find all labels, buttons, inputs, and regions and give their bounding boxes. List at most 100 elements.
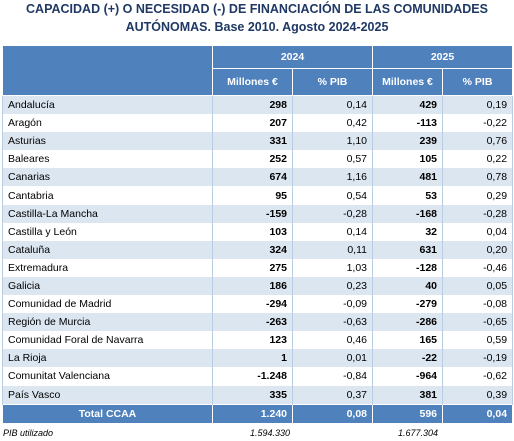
total-value: 0,08 xyxy=(291,403,374,424)
cell-value: -286 xyxy=(372,313,444,332)
cell-value: 0,57 xyxy=(291,150,374,169)
table-row: Castilla y León 103 0,14 32 0,04 xyxy=(2,222,514,241)
table-row: Cantabria 95 0,54 53 0,29 xyxy=(2,186,514,205)
year-header: 2025 xyxy=(372,45,514,69)
cell-value: 186 xyxy=(212,276,293,296)
cell-value: -128 xyxy=(372,258,444,277)
column-header: % PIB xyxy=(291,68,374,96)
cell-value: -22 xyxy=(372,349,444,368)
cell-value: 481 xyxy=(372,168,444,187)
cell-value: 0,29 xyxy=(442,186,514,205)
cell-value: 0,22 xyxy=(442,150,514,169)
total-row: Total CCAA 1.240 0,08 596 0,04 xyxy=(2,403,514,424)
cell-value: 0,23 xyxy=(291,276,374,296)
cell-value: 239 xyxy=(372,132,444,151)
table-row: País Vasco 335 0,37 381 0,39 xyxy=(2,385,514,405)
cell-value: 0,59 xyxy=(442,331,514,350)
region-name: Cantabria xyxy=(2,186,213,205)
cell-value: 0,42 xyxy=(291,114,374,133)
region-name: Comunidad de Madrid xyxy=(2,295,213,314)
cell-value: 331 xyxy=(212,132,293,151)
cell-value: 335 xyxy=(212,385,293,405)
region-name: País Vasco xyxy=(2,385,213,405)
cell-value: 0,46 xyxy=(291,331,374,350)
table-row: Castilla-La Mancha -159 -0,28 -168 -0,28 xyxy=(2,204,514,223)
table-row: Asturias 331 1,10 239 0,76 xyxy=(2,132,514,151)
cell-value: -113 xyxy=(372,114,444,133)
cell-value: 252 xyxy=(212,150,293,169)
table-row: Andalucía 298 0,14 429 0,19 xyxy=(2,95,514,115)
cell-value: -0,65 xyxy=(442,313,514,332)
cell-value: -279 xyxy=(372,295,444,314)
cell-value: 1,03 xyxy=(291,258,374,277)
cell-value: 0,39 xyxy=(442,385,514,405)
region-name: Asturias xyxy=(2,132,213,151)
region-name: Andalucía xyxy=(2,95,213,115)
region-name: Región de Murcia xyxy=(2,313,213,332)
region-name: Castilla y León xyxy=(2,222,213,241)
cell-value: -0,28 xyxy=(291,204,374,223)
cell-value: 275 xyxy=(212,258,293,277)
cell-value: 429 xyxy=(372,95,444,115)
cell-value: -1.248 xyxy=(212,367,293,386)
cell-value: -168 xyxy=(372,204,444,223)
cell-value: -0,62 xyxy=(442,367,514,386)
table-row: Extremadura 275 1,03 -128 -0,46 xyxy=(2,258,514,277)
cell-value: 1,16 xyxy=(291,168,374,187)
region-name: Comunidad Foral de Navarra xyxy=(2,331,213,350)
column-header: Millones € xyxy=(212,68,293,96)
year-header: 2024 xyxy=(211,45,374,69)
cell-value: 0,19 xyxy=(442,95,514,115)
cell-value: 0,14 xyxy=(291,222,374,241)
total-value: 0,04 xyxy=(442,403,514,424)
cell-value: 0,04 xyxy=(442,222,514,241)
footer-value: 1.677.304 xyxy=(397,428,438,438)
header-blank xyxy=(2,45,213,96)
column-header: Millones € xyxy=(372,68,444,96)
region-name: Comunitat Valenciana xyxy=(2,367,213,386)
footer-value: 1.594.330 xyxy=(249,428,290,438)
cell-value: -0,08 xyxy=(442,295,514,314)
cell-value: 0,14 xyxy=(291,95,374,115)
cell-value: -263 xyxy=(212,313,293,332)
cell-value: 1 xyxy=(212,349,293,368)
cell-value: 207 xyxy=(212,114,293,133)
total-value: 596 xyxy=(372,403,444,424)
column-header: % PIB xyxy=(442,68,514,96)
cell-value: 324 xyxy=(212,240,293,259)
cell-value: 53 xyxy=(372,186,444,205)
region-name: Galicia xyxy=(2,276,213,296)
cell-value: 0,01 xyxy=(291,349,374,368)
cell-value: 298 xyxy=(212,95,293,115)
cell-value: -159 xyxy=(212,204,293,223)
cell-value: -0,84 xyxy=(291,367,374,386)
region-name: La Rioja xyxy=(2,349,213,368)
cell-value: 0,05 xyxy=(442,276,514,296)
cell-value: -0,63 xyxy=(291,313,374,332)
cell-value: 32 xyxy=(372,222,444,241)
cell-value: 0,54 xyxy=(291,186,374,205)
region-name: Baleares xyxy=(2,150,213,169)
total-label: Total CCAA xyxy=(2,403,213,424)
table-row: La Rioja 1 0,01 -22 -0,19 xyxy=(2,349,514,368)
cell-value: 95 xyxy=(212,186,293,205)
data-table: 2024 2025 Millones €% PIB Millones €% PIB… xyxy=(2,45,514,424)
table-row: Comunitat Valenciana -1.248 -0,84 -964 -0,62 xyxy=(2,367,514,386)
region-name: Canarias xyxy=(2,168,213,187)
cell-value: -294 xyxy=(212,295,293,314)
cell-value: 165 xyxy=(372,331,444,350)
table-row: Cataluña 324 0,11 631 0,20 xyxy=(2,240,514,259)
cell-value: 1,10 xyxy=(291,132,374,151)
cell-value: 0,78 xyxy=(442,168,514,187)
table-row: Región de Murcia -263 -0,63 -286 -0,65 xyxy=(2,313,514,332)
table-row: Comunidad Foral de Navarra 123 0,46 165 0,59 xyxy=(2,331,514,350)
cell-value: -0,28 xyxy=(442,204,514,223)
table-row: Comunidad de Madrid -294 -0,09 -279 -0,08 xyxy=(2,295,514,314)
title-line: CAPACIDAD (+) O NECESIDAD (-) DE FINANCI… xyxy=(26,2,488,16)
cell-value: 674 xyxy=(212,168,293,187)
cell-value: 105 xyxy=(372,150,444,169)
cell-value: 631 xyxy=(372,240,444,259)
table-row: Galicia 186 0,23 40 0,05 xyxy=(2,276,514,296)
total-value: 1.240 xyxy=(212,403,293,424)
region-name: Extremadura xyxy=(2,258,213,277)
